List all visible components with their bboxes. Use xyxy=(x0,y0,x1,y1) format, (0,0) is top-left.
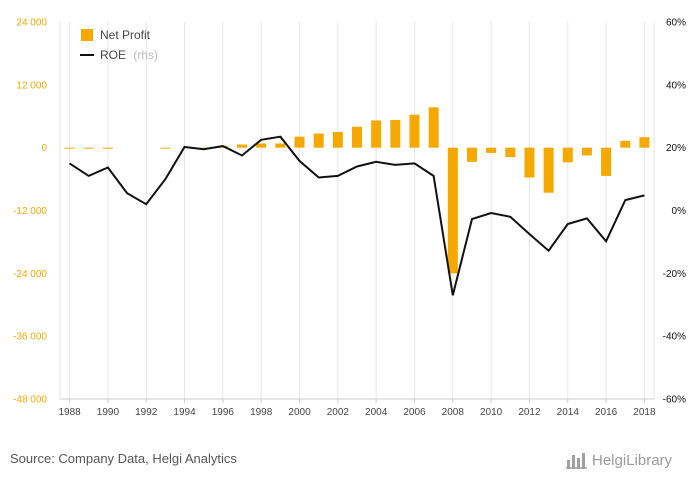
legend-label-roe: ROE (rhs) xyxy=(100,48,158,62)
brand-name: HelgiLibrary xyxy=(592,451,673,469)
axes: -48 000 -36 000 -24 000 -12 000 0 12 000 24 00… xyxy=(13,18,686,419)
bar-2001 xyxy=(313,133,324,148)
y-left-tick-label: 12 000 xyxy=(16,80,47,91)
x-tick-label: 2010 xyxy=(480,407,503,418)
source-note: Source: Company Data, Helgi Analytics xyxy=(10,451,237,466)
y-left-tick-label: -12 000 xyxy=(13,206,47,217)
bars xyxy=(64,107,650,274)
bar-1998 xyxy=(256,143,267,148)
bar-2003 xyxy=(352,126,362,148)
x-tick-label: 2004 xyxy=(365,407,388,418)
y-left-tick-label: 24 000 xyxy=(16,18,47,29)
brand-logo: HelgiLibrary xyxy=(566,449,672,471)
bar-2002 xyxy=(332,131,343,148)
bar-2008 xyxy=(447,147,458,274)
x-tick-label: 2016 xyxy=(595,407,618,418)
y-right-tick-label: -60% xyxy=(663,395,686,406)
bar-2017 xyxy=(620,140,631,148)
y-left-tick-label: 0 xyxy=(41,143,47,154)
bar-1993 xyxy=(160,147,171,149)
bar-2018 xyxy=(639,137,650,148)
bar-1990 xyxy=(102,147,113,149)
bar-2012 xyxy=(524,147,535,178)
legend-label-net-profit: Net Profit xyxy=(100,28,151,42)
y-right-tick-label: -40% xyxy=(663,332,686,343)
bar-2010 xyxy=(486,147,497,153)
y-left-tick-label: -36 000 xyxy=(13,332,47,343)
roe-polyline xyxy=(69,135,645,296)
legend-roe-suffix: (rhs) xyxy=(133,48,158,62)
bar-2013 xyxy=(543,147,554,193)
bar-2000 xyxy=(294,136,305,148)
legend-roe-name: ROE xyxy=(100,48,126,62)
bar-2016 xyxy=(601,147,612,176)
x-tick-label: 1994 xyxy=(173,407,196,418)
bar-2015 xyxy=(581,147,592,156)
y-left-tick-label: -48 000 xyxy=(13,395,47,406)
x-tick-label: 1988 xyxy=(58,407,81,418)
bar-1999 xyxy=(275,143,286,148)
legend: Net Profit ROE (rhs) xyxy=(80,28,158,62)
x-tick-label: 1992 xyxy=(135,407,158,418)
x-tick-label: 2000 xyxy=(288,407,311,418)
x-tick-label: 2006 xyxy=(403,407,426,418)
bar-1988 xyxy=(64,147,75,149)
bar-2009 xyxy=(466,147,477,162)
x-tick-label: 2018 xyxy=(633,407,656,418)
helgi-bars-icon xyxy=(566,453,587,469)
y-right-tick-label: 40% xyxy=(666,80,686,91)
bar-2007 xyxy=(428,107,439,148)
bar-2004 xyxy=(371,120,382,148)
legend-swatch-net-profit xyxy=(81,29,93,41)
x-tick-label: 1990 xyxy=(97,407,120,418)
x-tick-label: 2012 xyxy=(518,407,541,418)
x-tick-label: 2002 xyxy=(327,407,350,418)
bar-1989 xyxy=(83,147,94,149)
bar-2005 xyxy=(390,119,401,148)
x-tick-label: 2014 xyxy=(557,407,580,418)
y-left-tick-label: -24 000 xyxy=(13,269,47,280)
bar-1997 xyxy=(237,144,248,148)
y-right-tick-label: 0% xyxy=(672,206,687,217)
x-tick-label: 1996 xyxy=(212,407,235,418)
bar-2014 xyxy=(562,147,573,163)
bar-2011 xyxy=(505,147,516,158)
bar-2006 xyxy=(409,114,420,148)
y-right-tick-label: -20% xyxy=(663,269,686,280)
x-tick-label: 1998 xyxy=(250,407,273,418)
y-right-tick-label: 60% xyxy=(666,18,686,29)
y-right-tick-label: 20% xyxy=(666,143,686,154)
roe-line xyxy=(69,135,645,296)
grid xyxy=(59,22,655,399)
x-tick-label: 2008 xyxy=(442,407,465,418)
